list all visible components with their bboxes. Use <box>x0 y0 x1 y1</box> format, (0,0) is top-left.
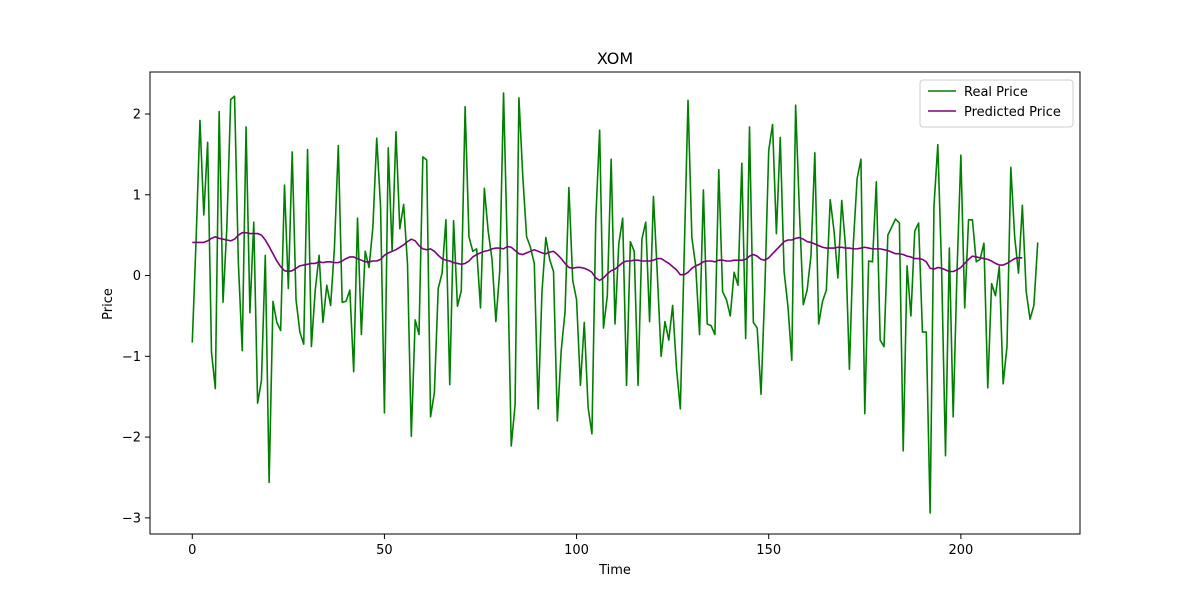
x-axis: 0 50 100 150 200 <box>188 534 973 558</box>
y-tick-label: −3 <box>122 511 141 526</box>
plot-frame <box>149 71 1081 535</box>
y-tick-label: 2 <box>133 108 141 123</box>
y-tick-label: −2 <box>122 431 141 446</box>
x-axis-label: Time <box>598 563 631 578</box>
x-tick-label: 0 <box>188 543 196 558</box>
x-tick-label: 50 <box>376 543 393 558</box>
real-price-series-line <box>191 92 1039 514</box>
chart-title: XOM <box>597 49 633 68</box>
y-tick-label: 0 <box>133 269 141 284</box>
x-tick-label: 150 <box>756 543 781 558</box>
legend-box <box>919 79 1074 128</box>
y-tick-label: 1 <box>133 188 141 203</box>
legend-label-predicted-price: Predicted Price <box>964 105 1061 120</box>
y-tick-label: −1 <box>122 350 141 365</box>
predicted-price-series-line <box>192 231 1023 282</box>
x-tick-label: 200 <box>948 543 973 558</box>
plot-area <box>191 92 1039 514</box>
y-axis: −3 −2 −1 0 1 2 <box>122 108 150 526</box>
x-tick-label: 100 <box>564 543 589 558</box>
y-axis-label: Price <box>101 288 116 320</box>
legend-label-real-price: Real Price <box>964 85 1028 100</box>
legend: Real Price Predicted Price <box>919 79 1074 128</box>
